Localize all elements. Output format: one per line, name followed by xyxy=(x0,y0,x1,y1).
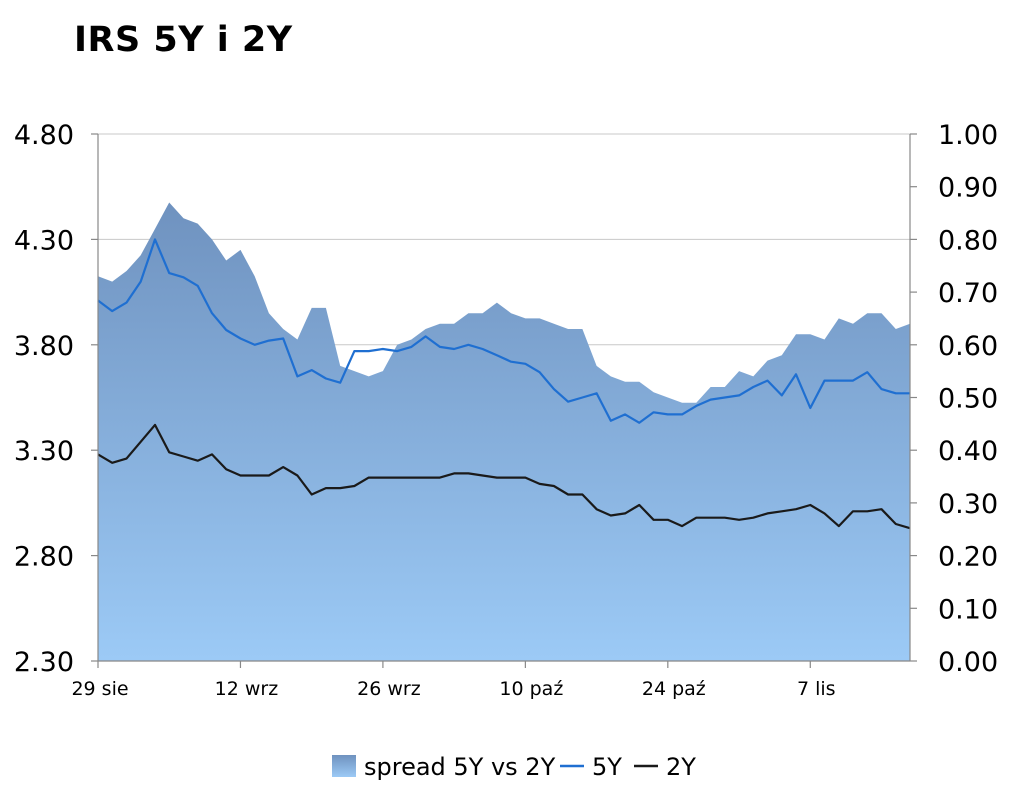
left-tick-label: 2.30 xyxy=(14,647,74,678)
series-spread-area xyxy=(98,202,910,661)
legend-label: 5Y xyxy=(592,753,622,781)
series-line-5y xyxy=(97,238,910,424)
right-tick-label: 0.10 xyxy=(938,594,998,625)
x-tick-label: 12 wrz xyxy=(215,678,279,700)
axes: 4.80 4.30 3.80 3.30 2.80 2.30 1.00 0.90 0.80 0.70… xyxy=(14,120,998,700)
legend: spread 5Y vs 2Y 5Y 2Y xyxy=(332,753,696,781)
right-tick-label: 0.20 xyxy=(938,542,998,573)
left-tick-label: 3.80 xyxy=(14,331,74,362)
line-series-layer xyxy=(97,238,911,530)
legend-label: 2Y xyxy=(666,753,696,781)
legend-swatch-spread xyxy=(332,755,356,777)
left-tick-label: 3.30 xyxy=(14,436,74,467)
left-tick-label: 4.30 xyxy=(14,225,74,256)
x-tick-label: 7 lis xyxy=(797,678,836,700)
right-tick-label: 0.80 xyxy=(938,225,998,256)
x-tick-label: 24 paź xyxy=(642,678,706,700)
series-line-2y xyxy=(97,423,911,530)
right-tick-label: 0.90 xyxy=(938,173,998,204)
right-tick-label: 0.70 xyxy=(938,278,998,309)
spread-area-layer xyxy=(98,202,910,661)
right-tick-label: 1.00 xyxy=(938,120,998,151)
x-tick-label: 10 paź xyxy=(499,678,563,700)
legend-label: spread 5Y vs 2Y xyxy=(364,753,556,781)
right-tick-label: 0.60 xyxy=(938,331,998,362)
right-tick-label: 0.00 xyxy=(938,647,998,678)
x-tick-label: 26 wrz xyxy=(357,678,421,700)
left-tick-label: 2.80 xyxy=(14,542,74,573)
right-tick-label: 0.40 xyxy=(938,436,998,467)
left-tick-label: 4.80 xyxy=(14,120,74,151)
right-tick-label: 0.30 xyxy=(938,489,998,520)
x-tick-label: 29 sie xyxy=(71,678,128,700)
right-tick-label: 0.50 xyxy=(938,384,998,415)
chart-title: IRS 5Y i 2Y xyxy=(74,20,293,60)
